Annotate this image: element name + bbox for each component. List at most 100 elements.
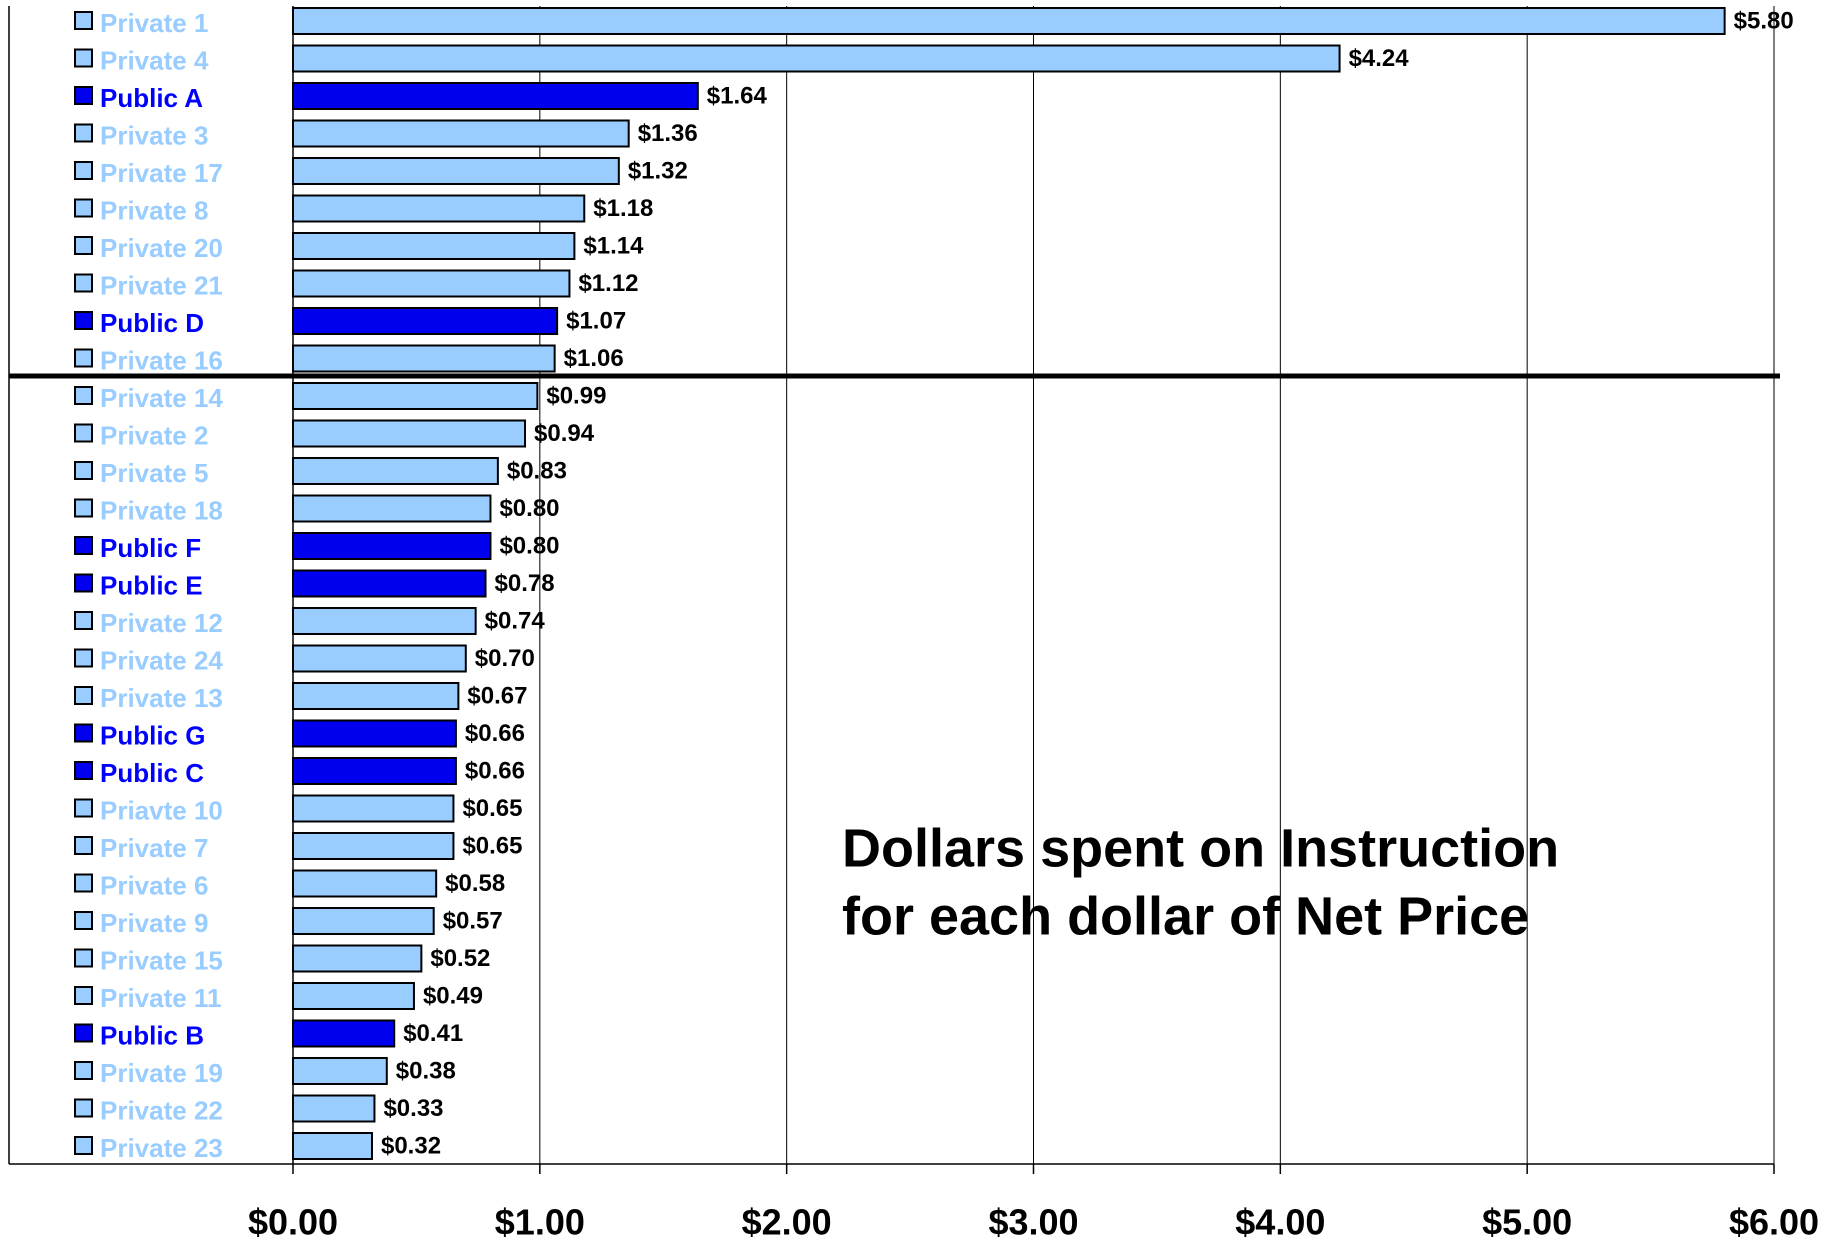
y-tick-label: Public C: [100, 758, 204, 788]
bar: [292, 457, 499, 485]
bar: [292, 157, 620, 185]
y-tick-label: Private 9: [100, 908, 208, 938]
bar: [292, 7, 1726, 35]
bar: [292, 82, 699, 110]
legend-swatch: [74, 48, 93, 68]
bar: [292, 119, 630, 148]
legend-swatch: [74, 198, 93, 218]
legend-swatch: [74, 11, 93, 30]
bar: [292, 194, 586, 223]
bars: Private 1 $5.80 Private 4 $4.24 Public A $1.6…: [74, 7, 1794, 1163]
y-tick-label: Public A: [100, 83, 203, 113]
legend-swatch: [74, 573, 93, 593]
bar: [292, 344, 556, 373]
legend-swatch: [74, 911, 93, 930]
legend-swatch: [74, 1098, 93, 1118]
legend-swatch: [74, 686, 93, 705]
value-label: $1.32: [628, 157, 688, 184]
y-tick-label: Private 14: [100, 383, 223, 413]
legend-swatch: [74, 1023, 93, 1043]
y-tick-label: Private 13: [100, 683, 223, 713]
legend-swatch: [74, 86, 93, 105]
bar: [292, 869, 438, 898]
value-label: $1.64: [707, 82, 768, 109]
value-label: $1.14: [583, 232, 644, 259]
legend-swatch: [74, 161, 93, 180]
legend-swatch: [74, 236, 93, 255]
x-tick-label: $5.00: [1482, 1202, 1572, 1239]
legend-swatch: [74, 1136, 93, 1155]
value-label: $0.66: [465, 720, 525, 747]
bar: [292, 1132, 373, 1160]
y-tick-label: Private 15: [100, 945, 223, 975]
value-label: $0.94: [534, 420, 595, 447]
value-label: $0.49: [423, 982, 483, 1009]
x-tick-label: $4.00: [1235, 1202, 1325, 1239]
value-label: $0.41: [403, 1020, 463, 1047]
bar: [292, 269, 571, 298]
y-tick-label: Private 7: [100, 833, 208, 863]
legend-swatch: [74, 498, 93, 518]
value-label: $0.52: [430, 945, 490, 972]
y-tick-label: Private 22: [100, 1095, 223, 1125]
value-label: $0.80: [499, 495, 559, 522]
value-label: $0.70: [475, 645, 535, 672]
legend-swatch: [74, 423, 93, 443]
value-label: $1.07: [566, 307, 626, 334]
value-label: $0.65: [462, 795, 522, 822]
y-tick-label: Private 6: [100, 870, 208, 900]
y-tick-label: Private 4: [100, 45, 209, 75]
bar: [292, 832, 455, 860]
legend-swatch: [74, 311, 93, 330]
legend-swatch: [74, 386, 93, 405]
x-tick-label: $2.00: [742, 1202, 832, 1239]
bar: [292, 607, 477, 635]
bar: [292, 307, 559, 335]
y-tick-label: Private 2: [100, 420, 208, 450]
y-tick-label: Public E: [100, 570, 203, 600]
value-label: $0.32: [381, 1132, 441, 1159]
legend-swatch: [74, 836, 93, 855]
legend-swatch: [74, 461, 93, 480]
bar: [292, 1019, 396, 1048]
value-label: $0.58: [445, 870, 505, 897]
y-tick-label: Public D: [100, 308, 204, 338]
bar: [292, 944, 423, 973]
value-label: $0.74: [485, 607, 546, 634]
legend-swatch: [74, 123, 93, 143]
x-tick-label: $0.00: [248, 1202, 338, 1239]
y-tick-label: Private 20: [100, 233, 223, 263]
legend-swatch: [74, 348, 93, 368]
bar: [292, 494, 492, 523]
legend-swatch: [74, 986, 93, 1005]
y-tick-label: Private 5: [100, 458, 208, 488]
bar: [292, 982, 415, 1010]
bar: [292, 419, 527, 448]
annotation: for each dollar of Net Price: [842, 886, 1529, 946]
legend-swatch: [74, 948, 93, 968]
y-tick-label: Private 16: [100, 345, 223, 375]
y-tick-label: Public G: [100, 720, 205, 750]
bar: [292, 907, 435, 935]
bar: [292, 1094, 376, 1123]
y-tick-label: Private 23: [100, 1133, 223, 1163]
legend-swatch: [74, 798, 93, 818]
bar: [292, 682, 460, 710]
value-label: $0.57: [443, 907, 503, 934]
value-label: $0.78: [495, 570, 555, 597]
bar: [292, 794, 455, 823]
y-tick-label: Private 19: [100, 1058, 223, 1088]
x-tick-label: $6.00: [1729, 1202, 1819, 1239]
y-tick-label: Private 8: [100, 195, 208, 225]
bar: [292, 232, 576, 260]
value-label: $0.67: [467, 682, 527, 709]
bar: [292, 644, 467, 673]
value-label: $5.80: [1734, 7, 1794, 34]
value-label: $4.24: [1349, 45, 1410, 72]
legend-swatch: [74, 761, 93, 780]
y-tick-label: Private 3: [100, 120, 208, 150]
x-tick-label: $1.00: [495, 1202, 585, 1239]
bar: [292, 382, 539, 410]
y-tick-label: Public F: [100, 533, 201, 563]
